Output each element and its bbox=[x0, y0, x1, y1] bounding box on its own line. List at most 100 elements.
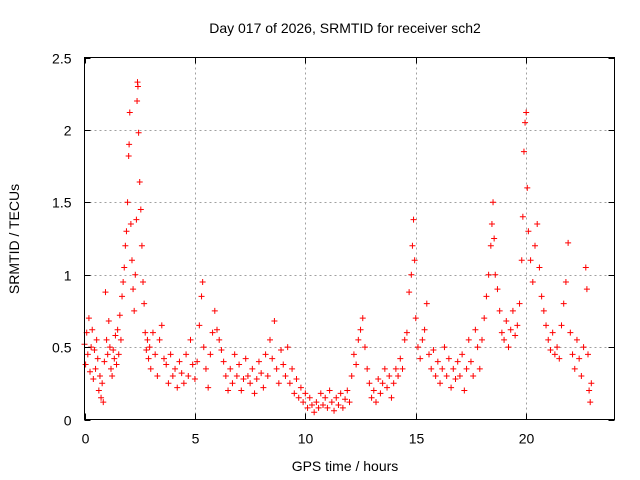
data-point bbox=[262, 351, 269, 358]
data-point bbox=[205, 384, 212, 391]
data-point bbox=[117, 336, 124, 343]
data-point bbox=[91, 346, 98, 353]
data-point bbox=[381, 365, 388, 372]
data-point bbox=[562, 278, 569, 285]
data-point bbox=[549, 329, 556, 336]
data-point bbox=[198, 293, 205, 300]
data-point bbox=[388, 394, 395, 401]
data-point bbox=[89, 326, 96, 333]
data-point bbox=[114, 326, 121, 333]
data-point bbox=[488, 221, 495, 228]
data-point bbox=[494, 286, 501, 293]
y-tick-label: 2.5 bbox=[52, 51, 72, 67]
data-point bbox=[233, 373, 240, 380]
data-point bbox=[134, 97, 141, 104]
data-point bbox=[512, 332, 519, 339]
data-point bbox=[582, 264, 589, 271]
data-point bbox=[286, 380, 293, 387]
data-point bbox=[474, 344, 481, 351]
data-point bbox=[227, 365, 234, 372]
data-point bbox=[200, 344, 207, 351]
data-point bbox=[434, 358, 441, 365]
data-point bbox=[280, 361, 287, 368]
data-point bbox=[522, 119, 529, 126]
data-point bbox=[154, 373, 161, 380]
data-point bbox=[145, 355, 152, 362]
data-point bbox=[302, 390, 309, 397]
data-point bbox=[115, 351, 122, 358]
data-point bbox=[176, 358, 183, 365]
data-point bbox=[267, 336, 273, 343]
data-point bbox=[123, 228, 130, 235]
data-point bbox=[432, 373, 439, 380]
data-point bbox=[501, 336, 508, 343]
data-point bbox=[297, 384, 304, 391]
data-point bbox=[476, 365, 483, 372]
data-point bbox=[554, 344, 561, 351]
data-point bbox=[128, 257, 135, 264]
x-tick-label: 5 bbox=[192, 431, 200, 447]
data-point bbox=[317, 390, 324, 397]
data-point bbox=[308, 402, 315, 409]
data-point bbox=[492, 271, 499, 278]
chart-title: Day 017 of 2026, SRMTID for receiver sch… bbox=[209, 20, 481, 36]
data-point bbox=[95, 387, 102, 394]
data-point bbox=[519, 213, 526, 220]
data-point bbox=[121, 264, 128, 271]
data-point bbox=[461, 387, 468, 394]
data-point bbox=[390, 380, 397, 387]
data-point bbox=[397, 355, 404, 362]
data-point bbox=[320, 402, 326, 409]
data-point bbox=[211, 307, 218, 314]
data-point bbox=[322, 394, 329, 401]
data-point bbox=[120, 278, 127, 285]
data-point bbox=[558, 322, 565, 329]
data-point bbox=[291, 390, 298, 397]
data-point bbox=[490, 199, 497, 206]
data-point bbox=[167, 351, 174, 358]
data-point bbox=[207, 351, 214, 358]
data-point bbox=[359, 315, 366, 322]
data-point bbox=[364, 365, 371, 372]
data-point bbox=[191, 375, 198, 382]
data-point bbox=[231, 351, 238, 358]
data-point bbox=[485, 271, 492, 278]
data-point bbox=[216, 336, 223, 343]
y-axis-label: SRMTID / TECUs bbox=[6, 184, 22, 294]
data-point bbox=[350, 351, 357, 358]
data-point bbox=[295, 394, 302, 401]
data-point bbox=[178, 370, 185, 377]
x-axis-label: GPS time / hours bbox=[292, 458, 399, 474]
data-point bbox=[229, 380, 236, 387]
data-point bbox=[126, 109, 133, 116]
data-point bbox=[324, 404, 331, 411]
data-point bbox=[196, 322, 203, 329]
data-point bbox=[583, 286, 590, 293]
data-point bbox=[253, 375, 260, 382]
data-point bbox=[278, 346, 285, 353]
data-point bbox=[386, 373, 393, 380]
data-point bbox=[108, 365, 114, 372]
x-tick-label: 15 bbox=[409, 431, 425, 447]
data-point bbox=[174, 384, 181, 391]
data-point bbox=[247, 380, 254, 387]
data-point bbox=[135, 129, 142, 136]
data-point bbox=[82, 361, 89, 368]
data-point bbox=[103, 336, 110, 343]
data-point bbox=[375, 375, 382, 382]
data-point bbox=[236, 361, 243, 368]
data-point bbox=[587, 399, 594, 406]
data-point bbox=[410, 216, 417, 223]
data-point bbox=[384, 384, 391, 391]
data-point bbox=[116, 312, 123, 319]
data-point bbox=[357, 326, 364, 333]
data-point bbox=[147, 365, 154, 372]
data-point bbox=[111, 355, 118, 362]
data-point bbox=[289, 365, 296, 372]
data-point bbox=[487, 242, 494, 249]
data-point bbox=[585, 351, 591, 358]
data-point bbox=[399, 365, 406, 372]
data-point bbox=[370, 387, 377, 394]
data-point bbox=[543, 322, 550, 329]
data-point bbox=[156, 336, 163, 343]
